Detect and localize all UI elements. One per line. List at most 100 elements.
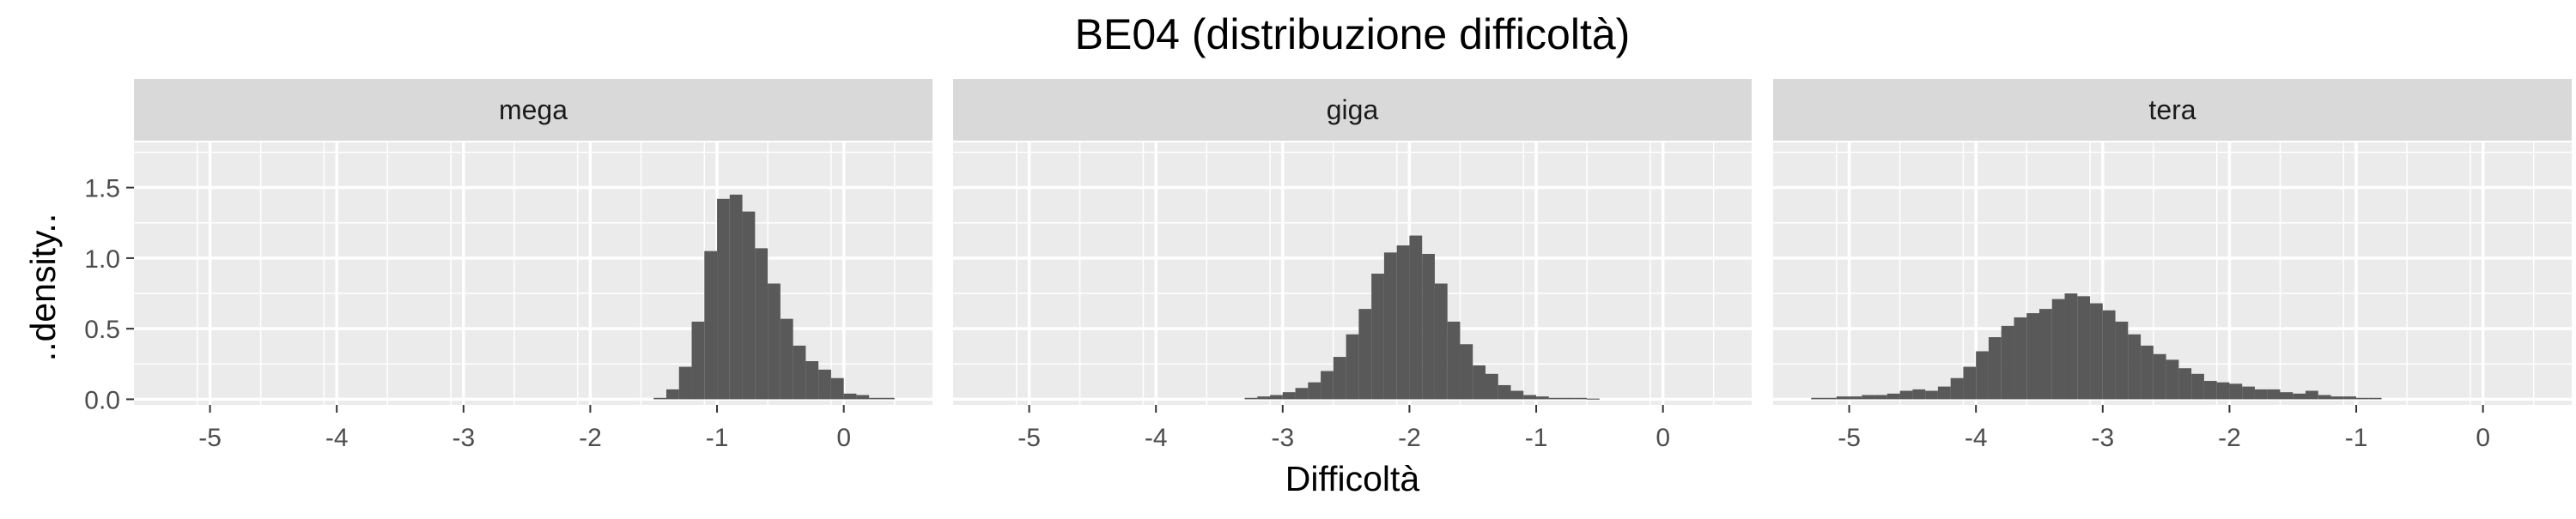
histogram-bar xyxy=(2191,373,2204,400)
x-tick-label: -4 xyxy=(1965,424,1988,452)
x-tick-label: -2 xyxy=(1398,424,1421,452)
histogram-bar xyxy=(830,377,844,400)
histogram-bar xyxy=(1811,397,1825,400)
histogram-bar xyxy=(2026,313,2039,400)
histogram-bar xyxy=(1574,397,1588,400)
x-tick-label: -5 xyxy=(198,424,222,452)
x-tick-label: -3 xyxy=(1271,424,1294,452)
y-tick-label: 0.5 xyxy=(84,316,120,344)
histogram-bar xyxy=(2203,381,2217,400)
histogram-bar xyxy=(2090,303,2103,400)
panel-giga: giga -5 -4 -3 -2 -1 0 xyxy=(953,79,1752,452)
histogram-bar xyxy=(704,250,718,400)
x-tick-label: -1 xyxy=(1525,424,1548,452)
facet-strip-label: giga xyxy=(1327,94,1379,125)
y-axis: 0.0 0.5 1.0 1.5 xyxy=(84,175,134,414)
x-tick-label: -2 xyxy=(579,424,602,452)
histogram-bar xyxy=(2216,382,2230,400)
histogram-bar xyxy=(1358,309,1372,400)
histogram-bar xyxy=(1886,393,1900,400)
facet-strip xyxy=(1773,79,2572,141)
histogram-bar xyxy=(1824,397,1837,400)
facet-strip-label: tera xyxy=(2148,94,2196,125)
histogram-bar xyxy=(1473,365,1485,400)
histogram-bar xyxy=(729,194,743,400)
histogram-bar xyxy=(1447,321,1461,400)
histogram-bar xyxy=(1244,397,1258,400)
facet-strip xyxy=(953,79,1752,141)
histogram-bar xyxy=(1409,235,1423,400)
histogram-bar xyxy=(1346,334,1359,400)
histogram-bar xyxy=(666,389,679,400)
histogram-bar xyxy=(1976,351,1989,400)
histogram-bar xyxy=(1282,392,1296,400)
histogram-bar xyxy=(742,211,756,400)
histogram-bar xyxy=(717,198,730,400)
histogram-bar xyxy=(2141,345,2154,400)
histogram-bar xyxy=(1257,396,1271,400)
histogram-bar xyxy=(1950,377,1964,400)
panel-mega: mega -5 -4 -3 -2 -1 0 xyxy=(134,79,933,452)
histogram-bar xyxy=(2229,383,2243,400)
histogram-bar xyxy=(2267,389,2281,400)
histogram-bar xyxy=(1925,390,1938,400)
histogram-bar xyxy=(1561,397,1575,400)
histogram-bar xyxy=(2242,386,2255,400)
x-tick-label: -1 xyxy=(2345,424,2368,452)
histogram-bar xyxy=(755,248,769,400)
panels: mega -5 -4 -3 -2 -1 0 giga -5 -4 -3 -2 -1 0 tera -5 -4 -3… xyxy=(134,79,2572,452)
histogram-bar xyxy=(2293,393,2306,400)
facet-strip xyxy=(134,79,933,141)
histogram-bar xyxy=(2039,309,2052,400)
y-tick-label: 1.5 xyxy=(84,175,120,203)
y-tick-label: 0.0 xyxy=(84,386,120,414)
x-tick-label: -5 xyxy=(1838,424,1861,452)
histogram-bar xyxy=(2178,368,2192,400)
x-tick-label: -4 xyxy=(1145,424,1168,452)
histogram-bar xyxy=(1422,253,1435,400)
histogram-bar xyxy=(1333,357,1346,400)
histogram-bar xyxy=(793,345,806,400)
histogram-bar xyxy=(1899,390,1913,400)
x-tick-label: -1 xyxy=(706,424,729,452)
histogram-bar xyxy=(1371,274,1384,400)
x-tick-label: 0 xyxy=(2476,424,2490,452)
x-tick-label: -2 xyxy=(2218,424,2241,452)
histogram-bar xyxy=(1874,395,1887,400)
histogram-bar xyxy=(1460,344,1473,400)
histogram-bar xyxy=(2254,389,2268,400)
histogram-bar xyxy=(1321,371,1334,400)
histogram-bar xyxy=(2077,296,2091,400)
histogram-bar xyxy=(1485,373,1498,400)
y-axis-label: ..density.. xyxy=(23,214,63,361)
histogram-bar xyxy=(1510,390,1524,400)
histogram-bar xyxy=(1383,252,1397,400)
x-tick-label: -4 xyxy=(325,424,349,452)
histogram-bar xyxy=(881,397,895,400)
x-tick-label: -3 xyxy=(2091,424,2114,452)
histogram-bar xyxy=(1937,386,1951,400)
histogram-bar xyxy=(1912,389,1926,400)
histogram-bar xyxy=(2001,325,2014,400)
panel-tera: tera -5 -4 -3 -2 -1 0 xyxy=(1773,79,2572,452)
histogram-bar xyxy=(2368,397,2382,400)
histogram-bar xyxy=(1548,397,1562,400)
x-tick-label: -3 xyxy=(452,424,475,452)
histogram-bar xyxy=(1498,384,1511,400)
histogram-bar xyxy=(856,395,870,400)
histogram-bar xyxy=(1396,245,1410,400)
histogram-bar xyxy=(2051,299,2065,400)
histogram-bar xyxy=(843,393,857,400)
histogram-bar xyxy=(678,366,692,400)
histogram-bar xyxy=(1849,396,1862,400)
histogram-bar xyxy=(818,369,831,400)
histogram-bar xyxy=(2128,334,2142,400)
histogram-bar xyxy=(869,397,882,400)
histogram-bar xyxy=(1862,395,1875,400)
histogram-bar xyxy=(780,318,793,400)
x-tick-label: 0 xyxy=(836,424,851,452)
histogram-bar xyxy=(1536,396,1549,400)
chart-title: BE04 (distribuzione difficoltà) xyxy=(1075,10,1631,58)
